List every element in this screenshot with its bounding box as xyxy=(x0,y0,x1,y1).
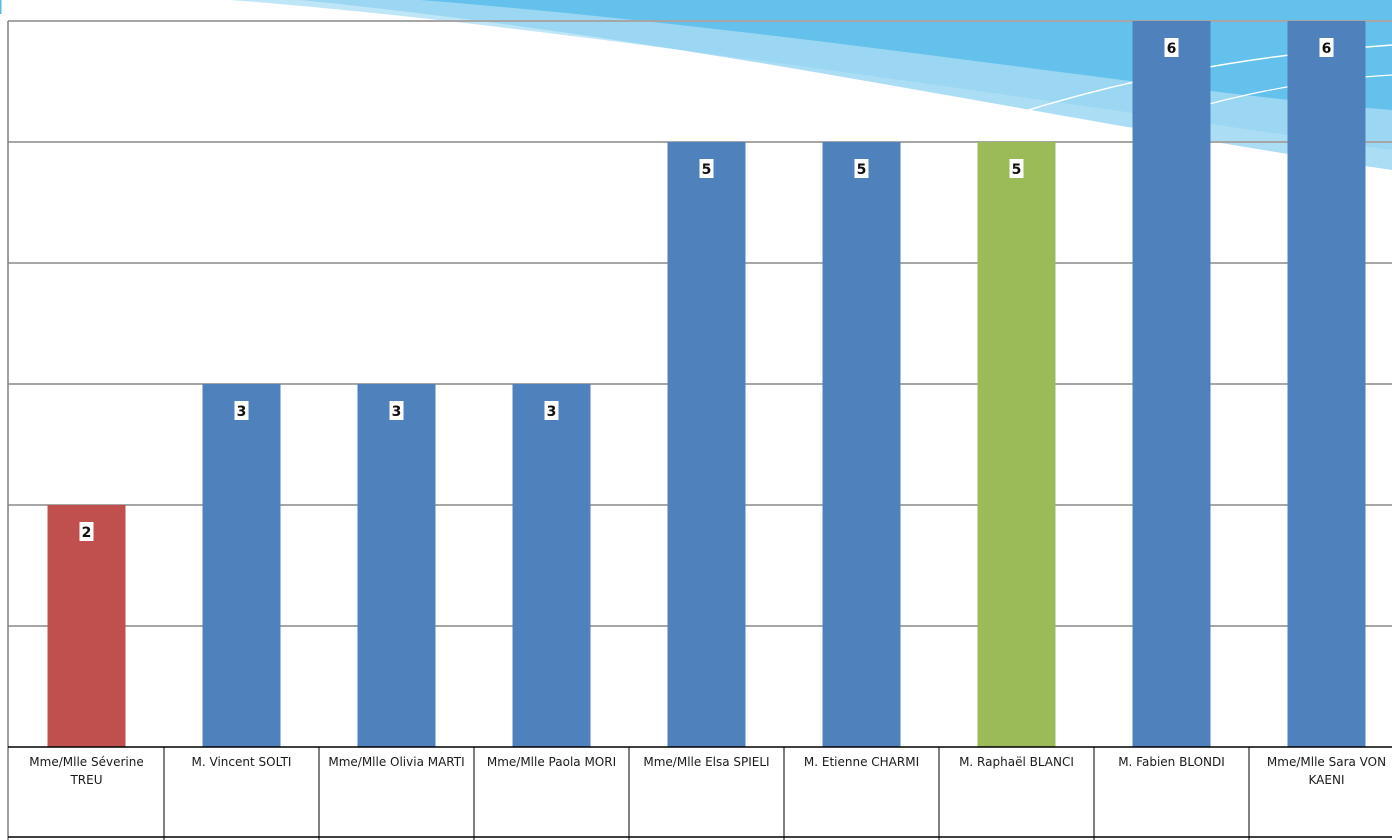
data-label-text: 3 xyxy=(392,404,402,420)
data-label-box xyxy=(1164,38,1179,57)
data-label-text: 3 xyxy=(237,404,247,420)
x-tick-label: Mme/Mlle Paola MORI xyxy=(486,755,617,769)
x-tick-label: M. Fabien BLONDI xyxy=(1118,755,1225,769)
data-label: 5 xyxy=(1009,159,1024,178)
x-tick-label: Mme/Mlle Olivia MARTI xyxy=(328,755,465,769)
data-label-box xyxy=(79,522,94,541)
data-label-box xyxy=(389,401,404,420)
data-label: 6 xyxy=(1319,38,1334,57)
data-label-box xyxy=(544,401,559,420)
data-label: 2 xyxy=(79,522,94,541)
bar xyxy=(667,142,746,747)
data-label-text: 5 xyxy=(1012,162,1022,178)
value-labels: 2 3 3 3 5 5 5 6 6 xyxy=(79,38,1334,541)
data-label-text: 5 xyxy=(702,162,712,178)
data-label-text: 3 xyxy=(547,404,557,420)
data-label-box xyxy=(854,159,869,178)
bar xyxy=(977,142,1056,747)
data-label-text: 5 xyxy=(857,162,867,178)
bar xyxy=(47,505,126,747)
bar xyxy=(357,384,436,747)
data-label: 6 xyxy=(1164,38,1179,57)
data-label-text: 2 xyxy=(82,525,92,541)
data-label: 3 xyxy=(544,401,559,420)
data-label-box xyxy=(699,159,714,178)
x-tick-label: M. Raphaël BLANCI xyxy=(959,755,1074,769)
data-label: 3 xyxy=(234,401,249,420)
bar xyxy=(822,142,901,747)
bar xyxy=(1287,21,1366,747)
category-table xyxy=(8,746,1392,840)
data-label: 5 xyxy=(699,159,714,178)
data-label-box xyxy=(1319,38,1334,57)
bar xyxy=(512,384,591,747)
data-label: 5 xyxy=(854,159,869,178)
x-tick-label: M. Etienne CHARMI xyxy=(803,755,920,769)
x-tick-label: Mme/Mlle Sara VON KAENI xyxy=(1266,755,1387,787)
bar xyxy=(202,384,281,747)
x-tick-label: Mme/Mlle Séverine TREU xyxy=(29,755,144,787)
data-label-box xyxy=(234,401,249,420)
x-tick-label: M. Vincent SOLTI xyxy=(191,755,292,769)
data-label-text: 6 xyxy=(1167,41,1177,57)
data-label: 3 xyxy=(389,401,404,420)
x-tick-label: Mme/Mlle Elsa SPIELI xyxy=(643,755,770,769)
bar xyxy=(1132,21,1211,747)
bars xyxy=(47,21,1366,747)
data-label-box xyxy=(1009,159,1024,178)
data-label-text: 6 xyxy=(1322,41,1332,57)
